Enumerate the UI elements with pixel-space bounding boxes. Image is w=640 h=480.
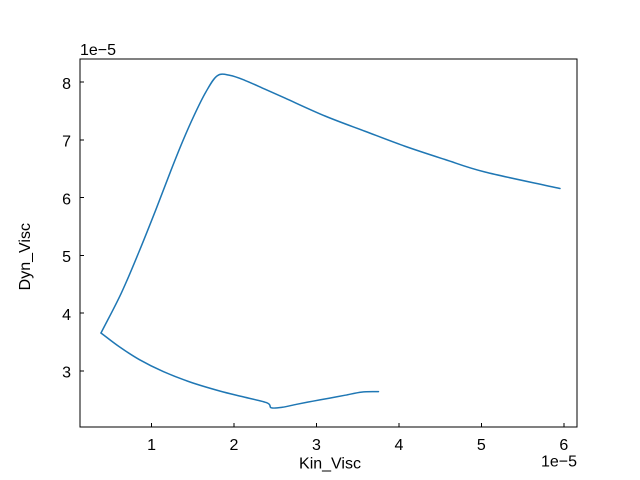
svg-text:3: 3 [312,437,321,454]
svg-text:3: 3 [62,365,71,382]
svg-text:4: 4 [62,307,71,324]
svg-text:4: 4 [394,437,403,454]
svg-text:8: 8 [62,76,71,93]
svg-text:7: 7 [62,134,71,151]
svg-text:5: 5 [477,437,486,454]
svg-text:1e−5: 1e−5 [80,42,116,59]
svg-text:Dyn_Visc: Dyn_Visc [17,223,34,290]
svg-text:6: 6 [559,437,568,454]
svg-text:Kin_Visc: Kin_Visc [299,456,361,473]
svg-text:5: 5 [62,249,71,266]
svg-text:1e−5: 1e−5 [541,454,577,471]
svg-text:6: 6 [62,191,71,208]
svg-text:2: 2 [230,437,239,454]
svg-text:1: 1 [147,437,156,454]
